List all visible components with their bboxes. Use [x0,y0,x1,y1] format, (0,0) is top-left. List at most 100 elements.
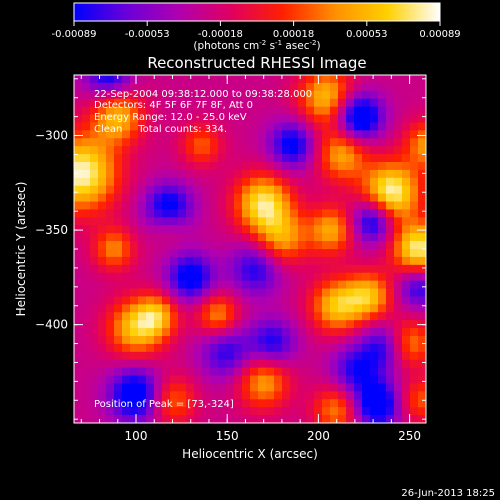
heatmap-cell [234,367,243,377]
heatmap-cell [314,343,323,353]
heatmap-cell [98,343,107,353]
heatmap-cell [394,359,403,369]
heatmap-cell [250,256,259,266]
heatmap-cell [106,391,115,400]
heatmap-cell [170,169,179,179]
heatmap-cell [194,359,203,369]
heatmap-cell [322,367,331,377]
heatmap-cell [266,122,275,131]
heatmap-cell [202,201,211,211]
heatmap-cell [130,383,139,392]
heatmap-cell [378,272,387,282]
heatmap-cell [394,320,403,329]
heatmap-cell [362,82,371,92]
heatmap-cell [274,130,283,139]
heatmap-cell [410,75,419,84]
heatmap-cell [250,383,259,392]
heatmap-cell [362,169,371,179]
heatmap-cell [106,264,115,274]
heatmap-cell [290,304,299,313]
heatmap-cell [370,367,379,377]
heatmap-cell [266,328,275,337]
heatmap-cell [410,328,419,337]
heatmap-cell [194,98,203,108]
heatmap-cell [282,399,291,408]
heatmap-cell [386,249,395,258]
heatmap-cell [418,122,426,131]
heatmap-cell [98,177,107,187]
heatmap-cell [298,312,307,321]
heatmap-cell [210,343,219,353]
heatmap-cell [138,193,147,203]
heatmap-cell [250,146,259,155]
heatmap-cell [378,209,387,218]
heatmap-cell [362,162,371,171]
heatmap-cell [362,375,371,385]
heatmap-cell [298,217,307,226]
heatmap-cell [250,272,259,282]
heatmap-cell [170,407,179,416]
heatmap-cell [338,399,347,408]
heatmap-cell [106,169,115,179]
heatmap-cell [362,264,371,274]
heatmap-cell [274,351,283,361]
heatmap-cell [258,320,267,329]
heatmap-cell [370,98,379,108]
heatmap-cell [154,82,163,92]
heatmap-cell [146,375,155,385]
heatmap-cell [346,375,355,385]
heatmap-cell [234,98,243,108]
heatmap-cell [306,130,315,139]
annotation-clean: Clean Total counts: 334. [94,124,227,135]
heatmap-cell [122,296,131,305]
heatmap-cell [106,256,115,266]
heatmap-cell [306,256,315,266]
heatmap-cell [410,288,419,298]
heatmap-cell [234,320,243,329]
heatmap-cell [330,264,339,274]
heatmap-cell [106,241,115,250]
heatmap-cell [90,367,99,377]
heatmap-cell [410,122,419,131]
heatmap-cell [346,256,355,266]
heatmap-cell [114,241,123,250]
heatmap-cell [298,256,307,266]
heatmap-cell [330,351,339,361]
heatmap-cell [154,249,163,258]
heatmap-cell [378,169,387,179]
heatmap-cell [82,122,91,131]
heatmap-cell [202,336,211,345]
heatmap-cell [354,328,363,337]
heatmap-cell [306,185,315,195]
heatmap-cell [402,185,411,195]
heatmap-cell [282,288,291,298]
heatmap-cell [162,162,171,171]
heatmap-cell [370,225,379,234]
heatmap-cell [274,375,283,385]
heatmap-cell [354,146,363,155]
heatmap-cell [106,375,115,385]
heatmap-cell [74,351,83,361]
heatmap-cell [250,185,259,195]
heatmap-cell [154,383,163,392]
heatmap-cell [250,249,259,258]
heatmap-cell [354,351,363,361]
heatmap-cell [106,146,115,155]
heatmap-cell [170,256,179,266]
heatmap-cell [386,82,395,92]
heatmap-cell [298,106,307,116]
heatmap-cell [370,185,379,195]
heatmap-cell [282,256,291,266]
heatmap-cell [402,114,411,124]
heatmap-cell [162,359,171,369]
heatmap-cell [194,399,203,408]
heatmap-cell [98,122,107,131]
heatmap-cell [154,328,163,337]
heatmap-cell [162,367,171,377]
heatmap-cell [130,146,139,155]
heatmap-cell [162,336,171,345]
heatmap-cell [170,98,179,108]
heatmap-cell [362,154,371,163]
heatmap-cell [178,225,187,234]
heatmap-cell [162,98,171,108]
